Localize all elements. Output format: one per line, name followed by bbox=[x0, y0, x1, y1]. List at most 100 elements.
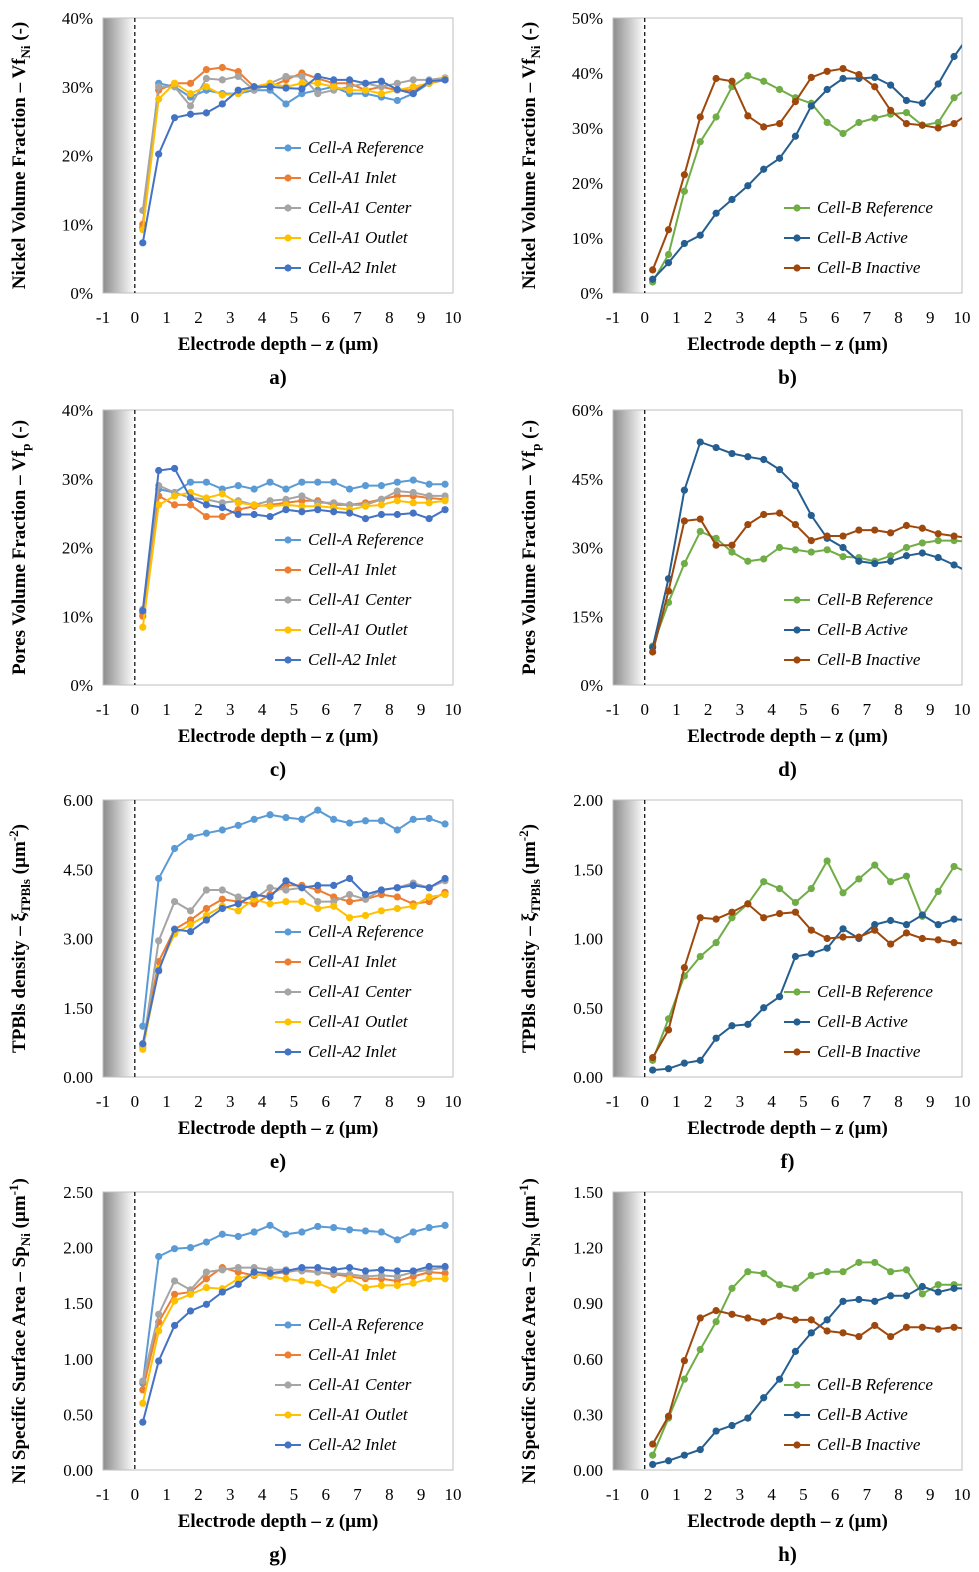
x-tick-label: 6 bbox=[321, 308, 330, 327]
data-point bbox=[330, 508, 338, 516]
data-point bbox=[887, 529, 895, 537]
x-tick-label: 0 bbox=[640, 700, 649, 719]
data-point bbox=[696, 1056, 704, 1064]
data-point bbox=[345, 86, 354, 94]
data-point bbox=[934, 887, 942, 896]
y-tick-label: 1.00 bbox=[63, 1350, 93, 1369]
data-point bbox=[823, 934, 831, 943]
y-axis-label-unit: (-) bbox=[519, 420, 540, 444]
data-point bbox=[170, 844, 179, 853]
data-point bbox=[934, 530, 942, 538]
x-tick-label: 2 bbox=[194, 700, 203, 719]
panel-label: b) bbox=[778, 365, 797, 389]
data-point bbox=[409, 902, 417, 910]
data-point bbox=[855, 1258, 863, 1267]
plot-frame bbox=[102, 1191, 454, 1471]
y-axis-label: Pores Volume Fraction – Vfp (-) bbox=[9, 420, 33, 675]
data-point bbox=[234, 1264, 242, 1272]
data-point bbox=[314, 1264, 322, 1272]
data-point bbox=[887, 557, 895, 565]
y-axis-label-superscript: -1 bbox=[516, 1184, 531, 1195]
data-point bbox=[393, 1281, 401, 1290]
legend-entry: Cell-B Reference bbox=[817, 982, 933, 1001]
x-tick-label: 10 bbox=[954, 1485, 971, 1504]
data-point bbox=[377, 907, 386, 915]
x-tick-label: 7 bbox=[353, 1485, 362, 1504]
y-tick-label: 4.50 bbox=[63, 860, 93, 879]
legend-swatch-marker bbox=[284, 1411, 292, 1419]
data-point bbox=[950, 862, 958, 871]
y-axis-label-subscript: Ni bbox=[18, 1233, 33, 1246]
x-tick-label: 9 bbox=[926, 1485, 935, 1504]
plot-area bbox=[139, 464, 449, 631]
data-point bbox=[202, 501, 211, 509]
data-point bbox=[664, 226, 673, 234]
y-tick-label: 0.00 bbox=[63, 1068, 93, 1087]
data-point bbox=[712, 939, 720, 947]
x-tick-label: -1 bbox=[96, 700, 110, 719]
data-point bbox=[266, 512, 274, 521]
plot-frame bbox=[102, 17, 454, 294]
y-axis-label: TPBls density – ξTPBls (µm-2) bbox=[6, 824, 33, 1053]
data-point bbox=[934, 118, 942, 127]
data-point bbox=[361, 911, 370, 920]
data-point bbox=[744, 453, 752, 461]
data-point bbox=[409, 83, 417, 91]
data-point bbox=[409, 90, 417, 98]
data-point bbox=[744, 520, 752, 529]
data-point bbox=[441, 76, 449, 84]
data-point bbox=[425, 515, 433, 523]
data-point bbox=[712, 1034, 720, 1042]
data-point bbox=[649, 1460, 657, 1469]
data-point bbox=[966, 83, 973, 90]
data-point bbox=[282, 84, 290, 92]
y-axis-label-unit: (µm bbox=[519, 1195, 540, 1233]
data-point bbox=[744, 1268, 752, 1276]
data-point bbox=[839, 933, 847, 941]
legend-entry: Cell-A Reference bbox=[308, 138, 424, 157]
data-point bbox=[202, 1238, 211, 1246]
data-point bbox=[298, 815, 306, 823]
data-point bbox=[918, 524, 926, 532]
data-point bbox=[918, 539, 926, 547]
data-point bbox=[902, 1292, 911, 1300]
y-axis-label-unit-close: ) bbox=[9, 824, 30, 830]
data-point bbox=[425, 1275, 433, 1283]
y-tick-label: 30% bbox=[572, 119, 603, 138]
data-point bbox=[361, 1227, 370, 1235]
data-point bbox=[234, 72, 242, 81]
data-point bbox=[902, 552, 911, 560]
data-point bbox=[441, 874, 449, 883]
data-point bbox=[728, 548, 736, 556]
y-axis-label-unit-close: ) bbox=[519, 1178, 540, 1184]
y-tick-label: 1.50 bbox=[573, 860, 603, 879]
data-point bbox=[855, 526, 863, 534]
data-point bbox=[696, 438, 704, 446]
x-tick-label: -1 bbox=[96, 1485, 110, 1504]
data-point bbox=[918, 911, 926, 919]
x-tick-label: 6 bbox=[831, 1092, 840, 1111]
series-cellB_active bbox=[649, 43, 962, 283]
data-point bbox=[139, 1418, 147, 1426]
data-point bbox=[950, 94, 958, 102]
data-point bbox=[393, 510, 401, 519]
data-point bbox=[775, 543, 784, 552]
x-tick-label: 1 bbox=[672, 1485, 681, 1504]
data-point bbox=[282, 100, 290, 108]
data-point bbox=[266, 884, 274, 892]
data-point bbox=[760, 123, 768, 131]
plot-area bbox=[139, 63, 449, 247]
data-point bbox=[170, 1290, 179, 1298]
data-point bbox=[266, 478, 274, 486]
x-tick-label: 7 bbox=[353, 700, 362, 719]
data-point bbox=[680, 171, 688, 179]
legend-swatch-marker bbox=[793, 626, 801, 634]
legend-swatch-marker bbox=[284, 536, 292, 544]
data-point bbox=[155, 501, 163, 509]
data-point bbox=[680, 559, 688, 568]
data-point bbox=[170, 1277, 179, 1285]
data-point bbox=[218, 1230, 226, 1238]
panel-label: f) bbox=[781, 1149, 795, 1173]
data-point bbox=[441, 1221, 449, 1229]
x-tick-label: 6 bbox=[831, 308, 840, 327]
